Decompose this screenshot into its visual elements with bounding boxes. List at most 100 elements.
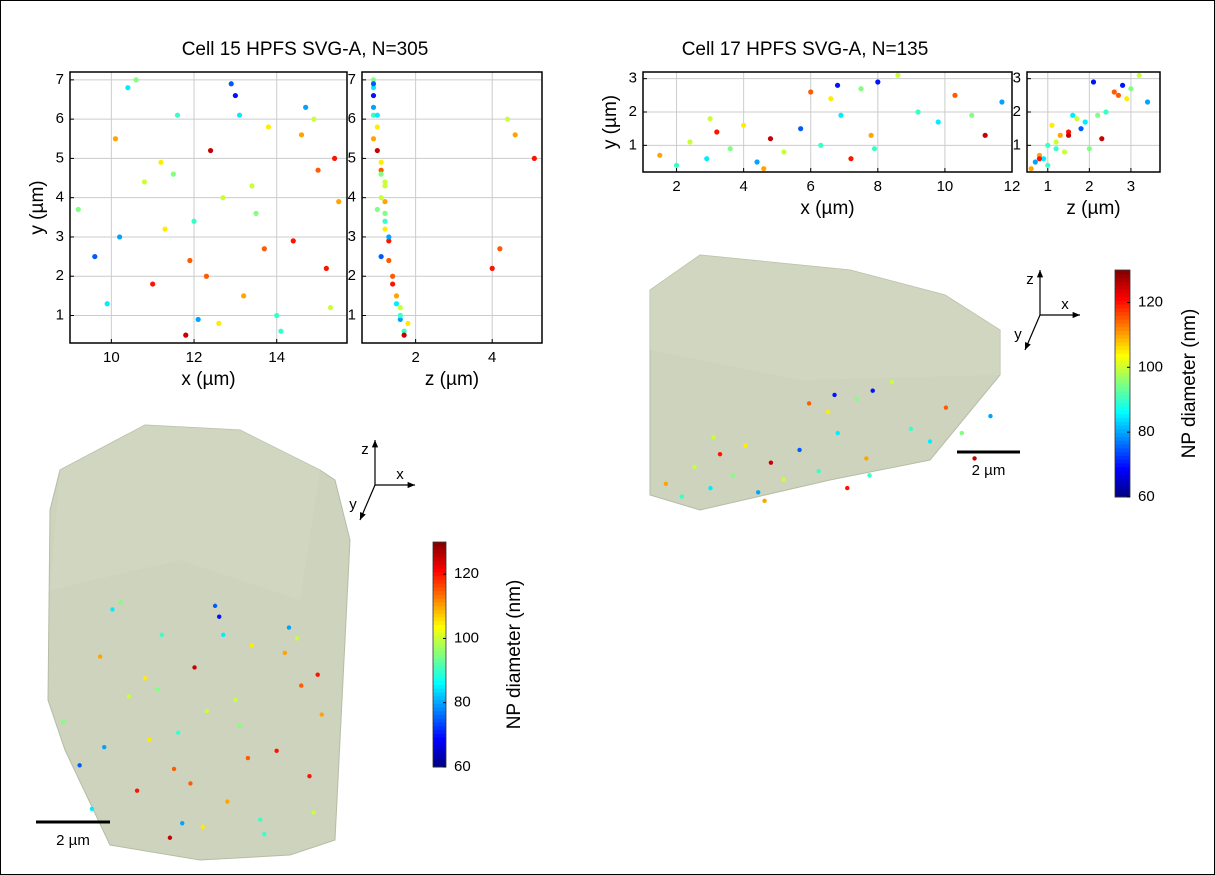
data-point: [687, 139, 693, 145]
data-point-3d: [943, 405, 949, 410]
data-point: [370, 85, 377, 91]
data-point: [162, 226, 168, 232]
colorbar-segment: [433, 602, 446, 607]
colorbar-segment: [1115, 360, 1130, 366]
data-point-3d: [61, 719, 66, 725]
data-point-3d: [143, 676, 148, 681]
data-point: [150, 281, 156, 287]
arrow-head: [1036, 270, 1044, 278]
colorbar-segment: [1115, 338, 1130, 343]
data-point-3d: [870, 388, 875, 393]
data-point: [727, 146, 733, 152]
colorbar-segment: [433, 598, 446, 603]
colorbar-segment: [433, 669, 446, 674]
x-tick-label: 2: [672, 178, 680, 195]
data-point-3d: [781, 477, 786, 482]
colorbar-segment: [1115, 273, 1130, 279]
colorbar-segment: [1115, 383, 1130, 388]
data-point-3d: [167, 835, 173, 840]
colorbar-segment: [433, 605, 446, 610]
y-tick-label: 1: [1013, 136, 1021, 153]
colorbar-segment: [1115, 281, 1130, 286]
data-point-3d: [927, 439, 933, 444]
data-point: [707, 116, 713, 122]
colorbar-segment: [433, 714, 446, 719]
colorbar-segment: [433, 729, 446, 734]
data-point-3d: [867, 473, 872, 478]
data-point: [704, 156, 710, 162]
axis-label-y: y: [349, 496, 357, 513]
data-point: [1078, 126, 1084, 132]
colorbar-segment: [1115, 292, 1130, 297]
colorbar-segment: [433, 695, 446, 700]
data-point: [370, 81, 377, 87]
colorbar-label: NP diameter (nm): [1179, 309, 1200, 459]
data-point: [798, 126, 804, 132]
data-point: [382, 179, 388, 185]
plot-area: [70, 72, 347, 343]
data-point-3d: [743, 443, 748, 448]
arrow-head: [360, 512, 366, 520]
data-point: [117, 234, 123, 240]
data-point: [489, 265, 495, 271]
data-point-3d: [159, 632, 164, 638]
data-point-3d: [192, 665, 197, 670]
axis-label-z: z: [361, 441, 369, 458]
data-point: [386, 257, 392, 264]
data-point-3d: [762, 498, 767, 503]
data-point: [370, 104, 377, 110]
colorbar-segment: [1115, 428, 1130, 434]
data-point: [75, 206, 81, 213]
data-point: [397, 316, 403, 323]
colorbar-segment: [1115, 478, 1130, 483]
data-point: [781, 149, 787, 155]
x-axis-label: x (µm): [181, 369, 235, 390]
colorbar-segment: [433, 752, 446, 757]
colorbar-segment: [433, 560, 446, 565]
colorbar-segment: [433, 759, 446, 764]
colorbar-segment: [433, 733, 446, 738]
data-point: [531, 155, 537, 162]
data-point-3d: [237, 723, 242, 728]
axis-label-x: x: [1061, 296, 1069, 313]
y-tick-label: 7: [56, 71, 64, 88]
colorbar-segment: [433, 665, 446, 670]
data-point: [191, 218, 197, 224]
x-tick-label: 12: [186, 349, 203, 366]
colorbar-segment: [1115, 349, 1130, 354]
scale-bar-label: 2 µm: [56, 832, 90, 849]
data-point: [278, 328, 284, 334]
scale-bar-label: 2 µm: [972, 462, 1006, 479]
colorbar-segment: [433, 650, 446, 655]
data-point: [236, 112, 243, 118]
y-tick-label: 3: [629, 70, 637, 87]
data-point: [370, 136, 377, 142]
data-point: [401, 332, 407, 338]
colorbar-segment: [433, 710, 446, 715]
data-point: [125, 85, 131, 91]
data-point: [999, 99, 1005, 105]
data-point: [818, 142, 824, 148]
data-point: [323, 265, 329, 271]
data-point: [232, 92, 238, 99]
data-point: [374, 124, 380, 130]
data-point: [1053, 139, 1059, 145]
data-point: [982, 132, 988, 138]
data-point: [253, 210, 259, 216]
colorbar-segment: [1115, 285, 1130, 290]
data-point: [848, 156, 854, 162]
hull-facet: [50, 425, 320, 600]
colorbar-segment: [433, 632, 446, 637]
colorbar-segment: [433, 575, 446, 580]
colorbar-segment: [1115, 451, 1130, 456]
colorbar-segment: [1115, 341, 1130, 347]
data-point: [754, 159, 760, 165]
data-point: [1128, 86, 1134, 92]
colorbar-segment: [433, 564, 446, 569]
colorbar-segment: [1115, 277, 1130, 282]
data-point-3d: [854, 396, 860, 402]
data-point-3d: [806, 401, 812, 406]
data-point-3d: [126, 694, 132, 699]
colorbar-segment: [1115, 466, 1130, 472]
data-point-3d: [307, 773, 312, 779]
